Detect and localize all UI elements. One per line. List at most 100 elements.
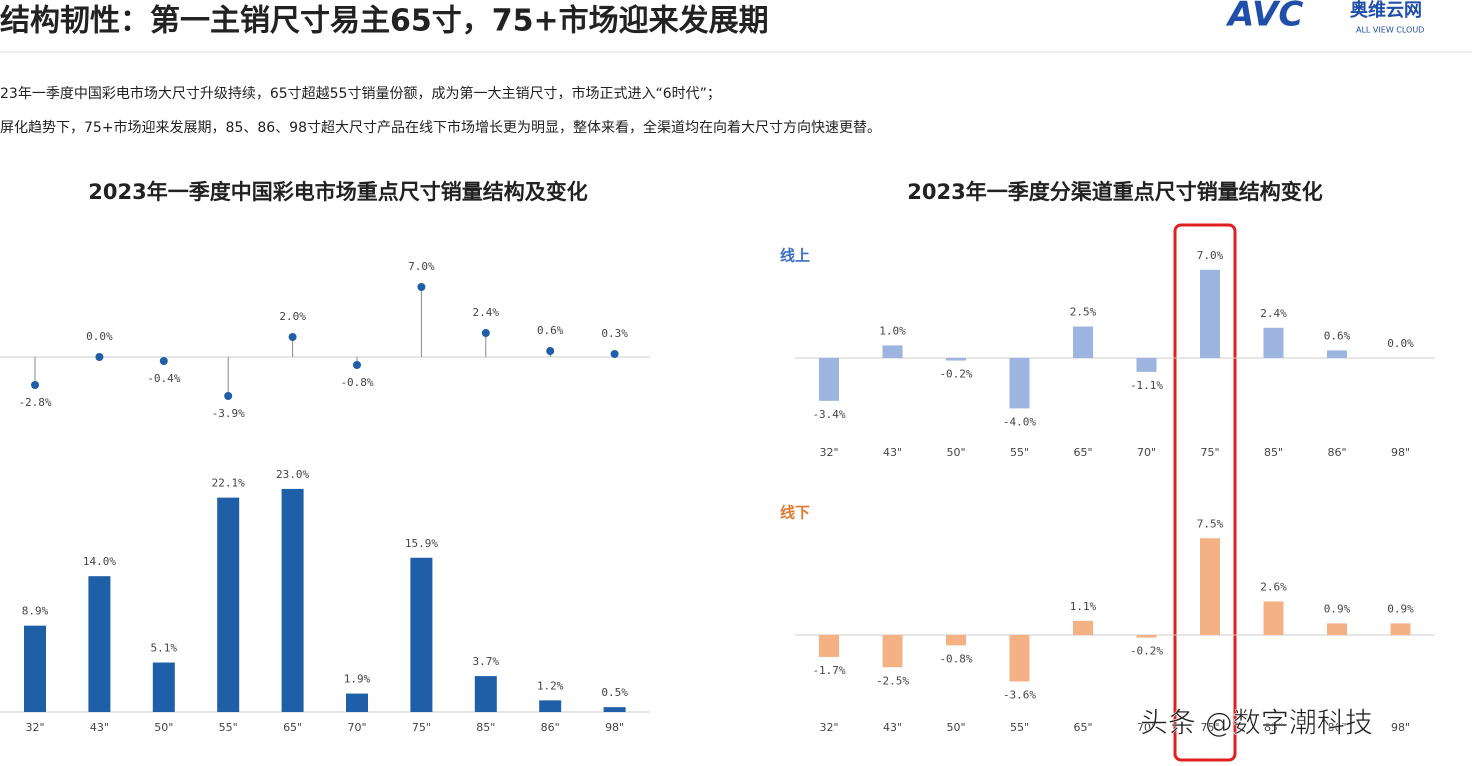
value-label: -0.8% <box>939 652 972 665</box>
x-tick-label: 86" <box>541 721 560 734</box>
logo-cn: 奥维云网 <box>1350 0 1422 21</box>
value-label: 1.2% <box>537 679 564 692</box>
x-tick-label: 86" <box>1327 721 1346 734</box>
x-tick-label: 98" <box>1391 721 1410 734</box>
x-tick-label: 85" <box>1264 721 1283 734</box>
dot <box>224 392 233 400</box>
x-tick-label: 98" <box>605 721 624 734</box>
page-title: 结构韧性：第一主销尺寸易主65寸，75+市场迎来发展期 <box>0 4 769 39</box>
value-label: 2.5% <box>1070 306 1097 319</box>
value-label: -1.1% <box>1130 379 1163 392</box>
value-label: 3.7% <box>473 655 500 668</box>
x-tick-label: 43" <box>883 446 902 459</box>
value-label: 2.4% <box>473 306 500 319</box>
bar <box>1200 269 1220 358</box>
channel-label: 线上 <box>780 247 810 265</box>
x-tick-label: 86" <box>1327 446 1346 459</box>
x-tick-label: 32" <box>25 721 44 734</box>
x-tick-label: 50" <box>154 721 173 734</box>
bar <box>1263 601 1284 635</box>
highlight-box <box>1173 223 1237 762</box>
value-label: 23.0% <box>276 468 309 481</box>
dot <box>353 361 361 369</box>
bar <box>410 557 433 712</box>
bar <box>1009 635 1030 682</box>
x-tick-label: 85" <box>1264 446 1283 459</box>
dot <box>159 357 168 365</box>
value-label: 7.0% <box>1197 249 1224 262</box>
x-tick-label: 43" <box>90 721 109 734</box>
value-label: 0.9% <box>1387 602 1414 615</box>
bar <box>152 662 175 712</box>
bar <box>1073 620 1093 635</box>
watermark: 头条 @数字潮科技 <box>1140 706 1373 739</box>
value-label: -0.4% <box>147 372 180 385</box>
x-tick-label: 65" <box>1073 446 1092 459</box>
dot <box>481 329 490 337</box>
bullet: 23年一季度中国彩电市场大尺寸升级持续，65寸超越55寸销量份额，成为第一大主销… <box>0 85 721 102</box>
bar <box>1073 326 1093 358</box>
value-label: 0.6% <box>1324 329 1351 342</box>
value-label: -2.5% <box>876 674 909 687</box>
value-label: 2.0% <box>279 310 306 323</box>
bar <box>1009 358 1030 409</box>
bar <box>946 635 966 646</box>
bar <box>281 488 304 712</box>
bar <box>1327 350 1347 358</box>
value-label: -4.0% <box>1003 415 1036 428</box>
value-label: 22.1% <box>212 477 245 490</box>
value-label: 0.9% <box>1324 602 1351 615</box>
value-label: -2.8% <box>18 396 51 409</box>
dot <box>288 333 297 341</box>
x-tick-label: 85" <box>476 721 495 734</box>
x-tick-label: 75" <box>412 721 431 734</box>
chart-title: 2023年一季度中国彩电市场重点尺寸销量结构及变化 <box>88 180 587 204</box>
bar <box>88 576 111 712</box>
x-tick-label: 75" <box>1200 721 1219 734</box>
value-label: 0.6% <box>537 324 564 337</box>
bar <box>24 625 46 712</box>
bar <box>819 358 839 401</box>
value-label: 0.5% <box>601 686 628 699</box>
dot <box>417 283 426 291</box>
dot <box>95 353 104 361</box>
value-label: 15.9% <box>405 537 438 550</box>
x-tick-label: 43" <box>883 721 902 734</box>
x-tick-label: 65" <box>1073 721 1092 734</box>
bar <box>882 635 903 668</box>
bullet: 屏化趋势下，75+市场迎来发展期，85、86、98寸超大尺寸产品在线下市场增长更… <box>0 119 881 136</box>
bar <box>946 358 966 361</box>
bar <box>217 497 240 712</box>
dot <box>610 350 619 358</box>
value-label: 0.0% <box>1387 337 1414 350</box>
value-label: 2.4% <box>1260 307 1287 320</box>
channel-label: 线下 <box>780 504 810 522</box>
value-label: -3.6% <box>1003 688 1036 701</box>
x-tick-label: 32" <box>819 446 838 459</box>
x-tick-label: 75" <box>1200 446 1219 459</box>
value-label: 7.5% <box>1197 517 1224 530</box>
bar <box>1136 635 1157 638</box>
value-label: -0.2% <box>939 368 972 381</box>
value-label: -3.9% <box>212 407 245 420</box>
x-tick-label: 98" <box>1391 446 1410 459</box>
value-label: 0.0% <box>86 330 113 343</box>
x-tick-label: 70" <box>347 721 366 734</box>
logo: AVC <box>1225 0 1303 35</box>
dot <box>31 381 39 389</box>
value-label: 1.1% <box>1070 600 1097 613</box>
logo-en: ALL VIEW CLOUD <box>1356 26 1424 35</box>
x-tick-label: 70" <box>1137 446 1156 459</box>
x-tick-label: 32" <box>819 721 838 734</box>
x-tick-label: 55" <box>1010 446 1029 459</box>
value-label: -1.7% <box>812 664 845 677</box>
bar <box>819 635 839 657</box>
value-label: 2.6% <box>1260 580 1287 593</box>
value-label: -3.4% <box>812 408 845 421</box>
value-label: -0.8% <box>340 376 373 389</box>
bar <box>474 676 497 712</box>
x-tick-label: 50" <box>946 446 965 459</box>
bar <box>1390 623 1411 635</box>
value-label: 1.0% <box>879 324 906 337</box>
